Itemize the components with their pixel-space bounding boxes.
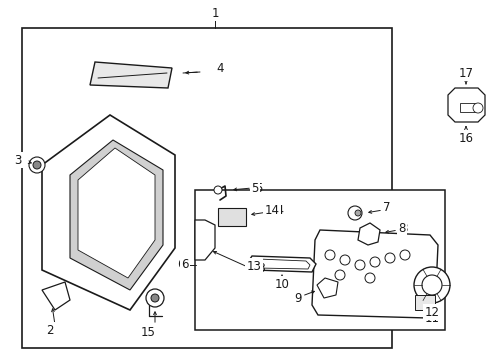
Circle shape [347,206,361,220]
Polygon shape [357,223,379,245]
Polygon shape [78,148,155,278]
Text: 10: 10 [274,276,289,289]
Text: 1: 1 [211,6,218,19]
Text: 7: 7 [384,202,392,215]
Text: 9: 9 [294,292,301,305]
Text: 5: 5 [254,181,262,194]
Circle shape [354,210,360,216]
Circle shape [339,255,349,265]
Text: 12: 12 [424,303,439,316]
Text: 14: 14 [269,203,285,216]
Bar [195,190,444,330]
Text: 8: 8 [398,221,405,234]
Circle shape [214,186,222,194]
Circle shape [369,257,379,267]
Polygon shape [90,62,172,88]
Polygon shape [316,278,337,298]
Bar [414,295,434,310]
Bar [22,28,391,348]
Text: 11: 11 [424,311,439,324]
Text: 1: 1 [211,6,218,19]
Polygon shape [70,140,163,290]
Polygon shape [311,230,437,318]
Text: 4: 4 [216,62,224,75]
Circle shape [146,289,163,307]
Polygon shape [42,282,70,310]
Text: 16: 16 [458,129,472,141]
Text: 5: 5 [251,181,258,194]
Circle shape [334,270,345,280]
Text: 6: 6 [177,258,184,271]
Text: 10: 10 [274,278,289,291]
Text: 17: 17 [458,67,472,80]
Circle shape [384,253,394,263]
Polygon shape [42,115,175,310]
Circle shape [421,275,441,295]
Text: 3: 3 [14,153,21,166]
Bar [459,103,474,112]
Text: 15: 15 [140,324,155,337]
Circle shape [151,294,159,302]
Text: 4: 4 [215,66,222,78]
Polygon shape [447,88,484,122]
Text: 13: 13 [251,261,266,274]
Circle shape [325,250,334,260]
Circle shape [29,157,45,173]
Polygon shape [256,259,309,269]
Circle shape [364,273,374,283]
Text: 3: 3 [14,153,21,166]
Text: 13: 13 [246,260,261,273]
Text: 12: 12 [424,306,439,319]
Polygon shape [247,256,315,272]
Text: 17: 17 [458,68,472,81]
Polygon shape [195,220,215,260]
Text: 8: 8 [399,221,407,234]
Text: 2: 2 [46,324,54,337]
Bar [218,208,245,226]
Text: 16: 16 [458,131,472,144]
Text: 6: 6 [181,258,188,271]
Circle shape [399,250,409,260]
Text: 15: 15 [140,325,155,338]
Text: 2: 2 [46,324,54,337]
Text: 9: 9 [292,292,299,305]
Circle shape [413,267,449,303]
Text: 14: 14 [264,203,279,216]
Circle shape [472,103,482,113]
Text: 11: 11 [422,309,437,321]
Text: 7: 7 [383,201,390,213]
Circle shape [33,161,41,169]
Circle shape [354,260,364,270]
